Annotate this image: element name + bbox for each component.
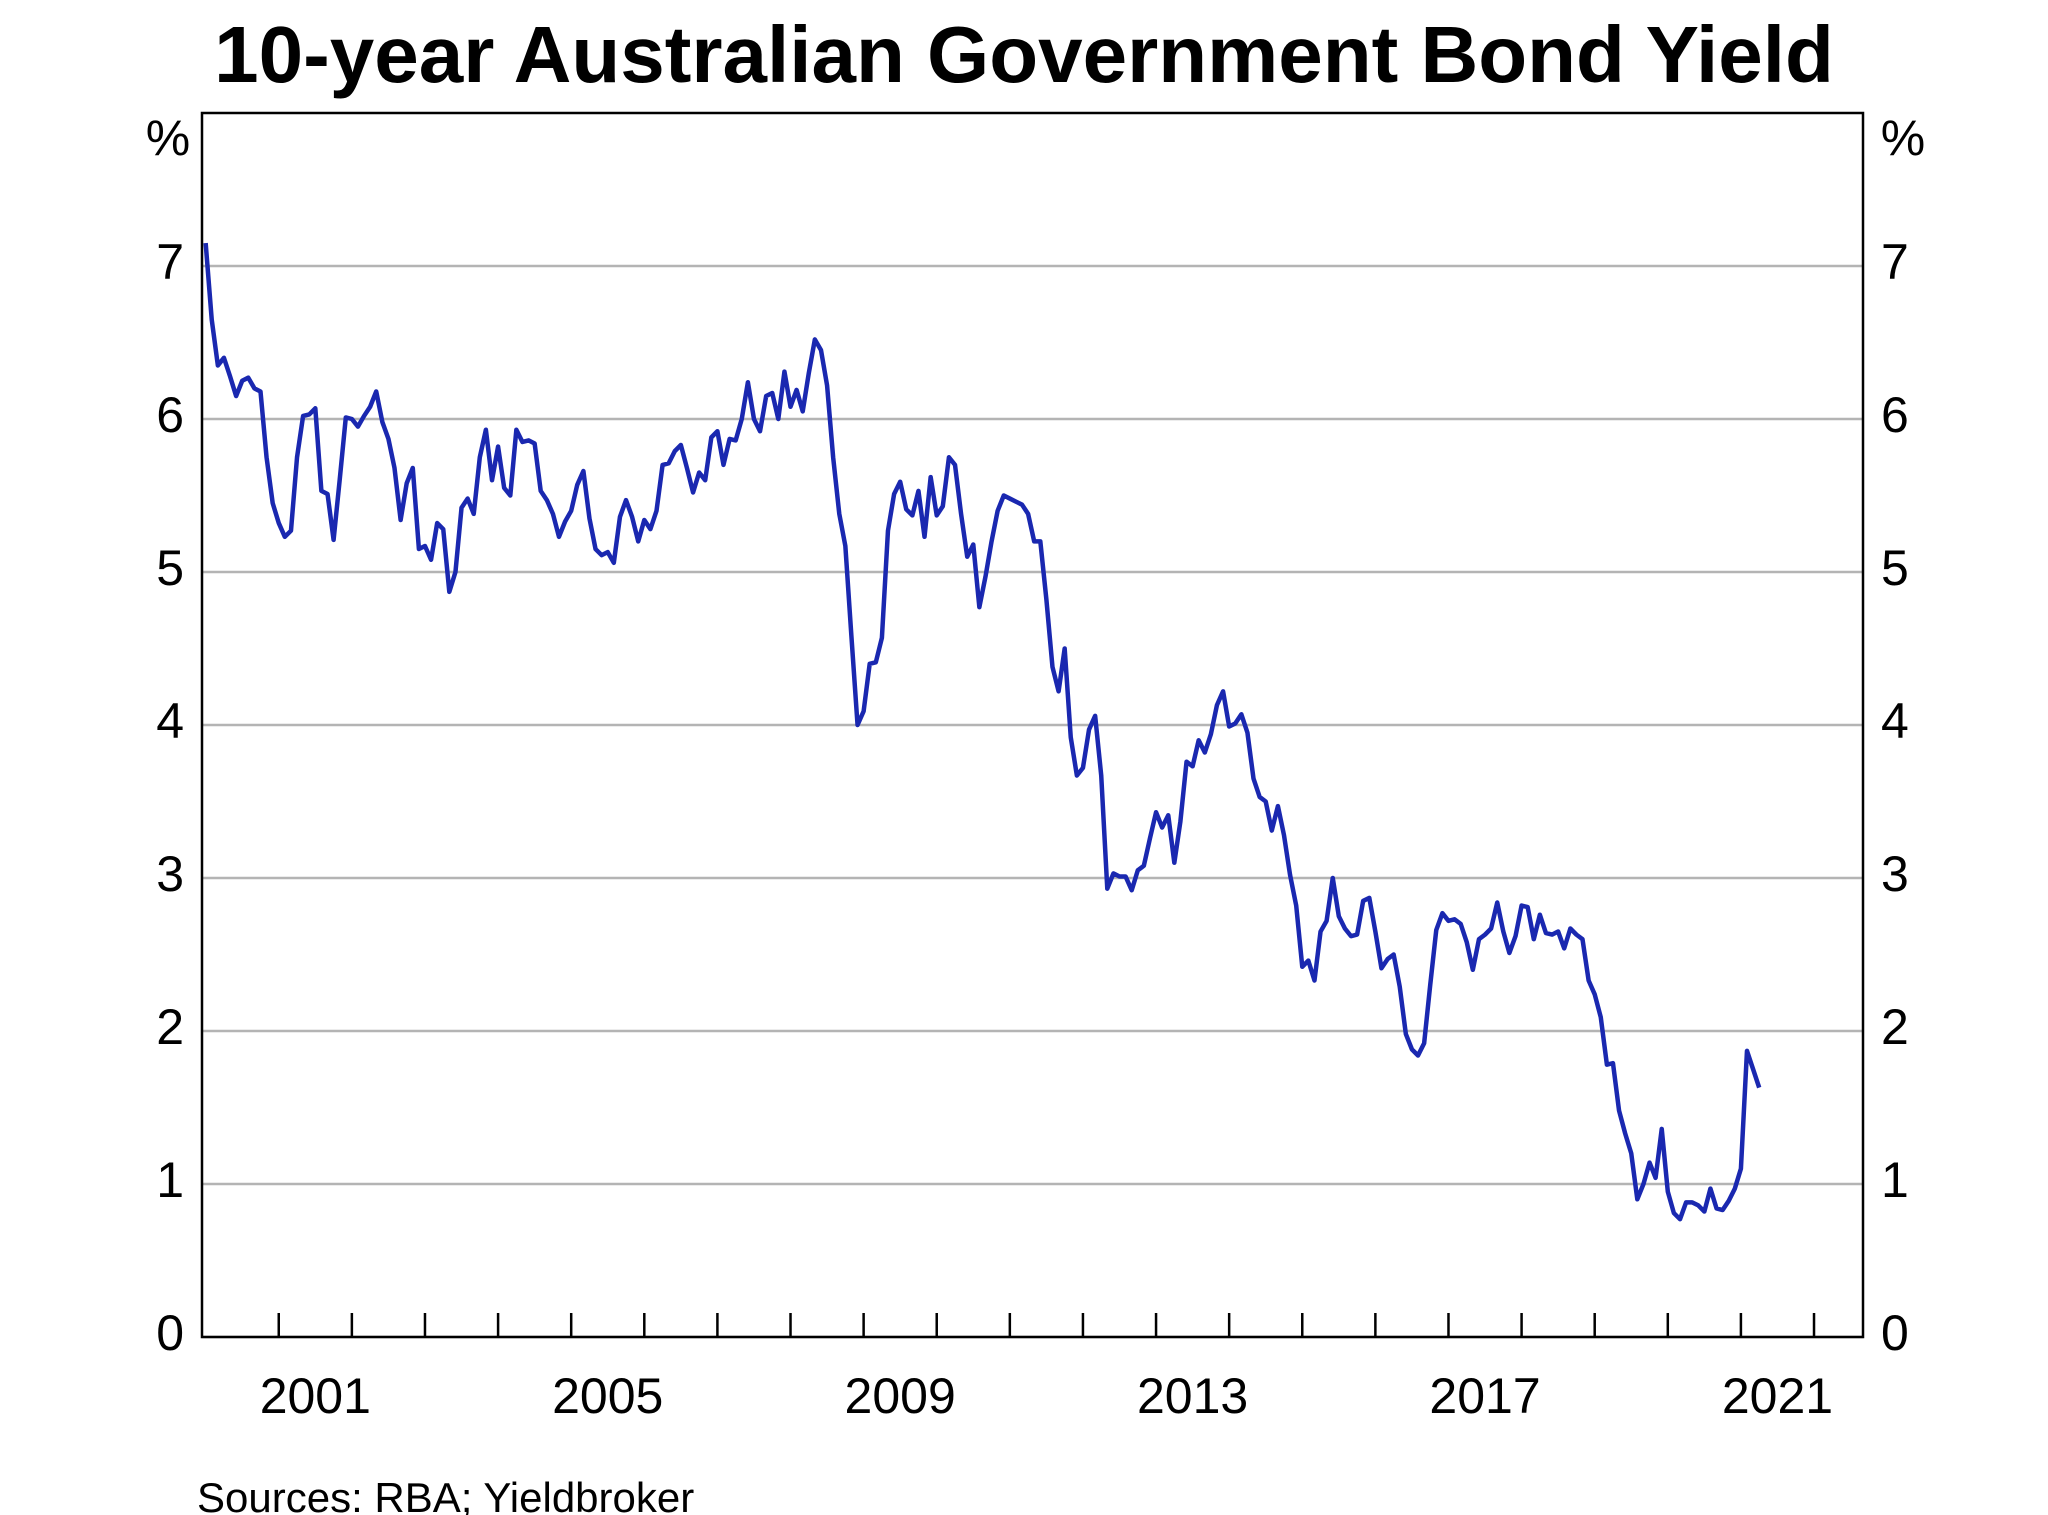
x-tick-label: 2021 <box>1722 1368 1833 1424</box>
y-tick-label-right: 7 <box>1881 234 1909 290</box>
y-tick-label-right: 3 <box>1881 846 1909 902</box>
y-tick-label: 6 <box>156 387 184 443</box>
y-tick-label-right: 0 <box>1881 1305 1909 1361</box>
y-tick-label: 7 <box>156 234 184 290</box>
data-line <box>203 242 1762 1222</box>
chart-title: 10-year Australian Government Bond Yield <box>214 10 1834 99</box>
x-tick-label: 2013 <box>1137 1368 1248 1424</box>
y-tick-label: 2 <box>156 999 184 1055</box>
grid <box>202 264 1863 1339</box>
y-tick-label: 1 <box>156 1152 184 1208</box>
x-tick-label: 2005 <box>552 1368 663 1424</box>
y-unit-left: % <box>146 110 190 166</box>
y-tick-label-right: 4 <box>1881 693 1909 749</box>
y-tick-label: 0 <box>156 1305 184 1361</box>
y-tick-label: 3 <box>156 846 184 902</box>
x-tick-label: 2017 <box>1429 1368 1540 1424</box>
y-tick-label-right: 5 <box>1881 540 1909 596</box>
source-note: Sources: RBA; Yieldbroker <box>197 1474 694 1515</box>
x-tick-label: 2001 <box>260 1368 371 1424</box>
y-tick-label-right: 1 <box>1881 1152 1909 1208</box>
x-tick-label: 2009 <box>845 1368 956 1424</box>
y-tick-label: 4 <box>156 693 184 749</box>
y-tick-label: 5 <box>156 540 184 596</box>
y-tick-label-right: 6 <box>1881 387 1909 443</box>
plot-frame <box>200 111 1865 1339</box>
y-unit-right: % <box>1881 110 1925 166</box>
plot <box>203 242 1762 1222</box>
y-tick-label-right: 2 <box>1881 999 1909 1055</box>
